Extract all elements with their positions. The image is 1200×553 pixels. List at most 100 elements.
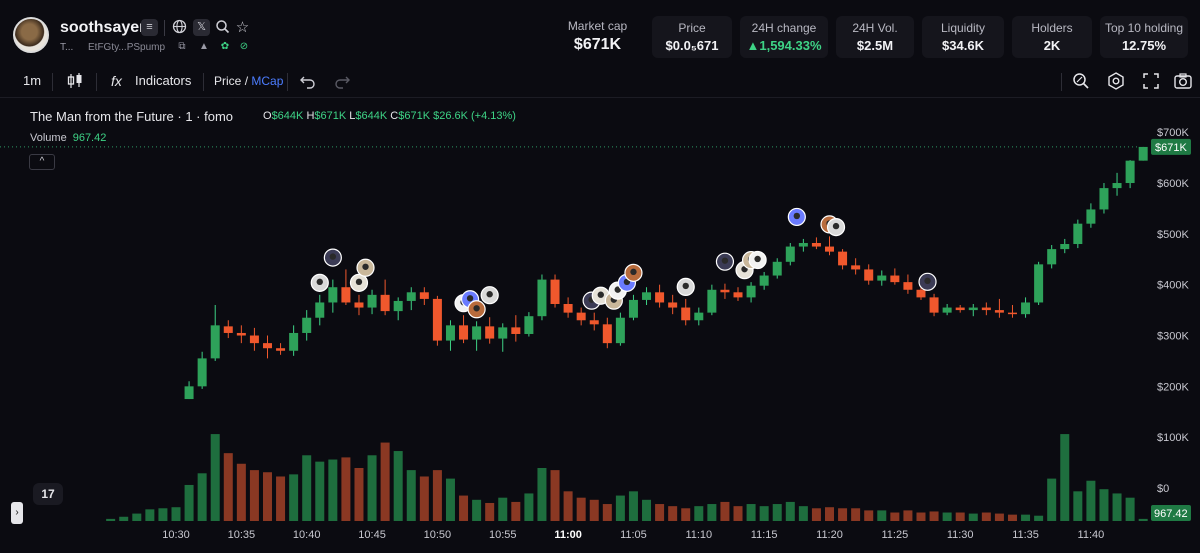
indicators-button[interactable]: Indicators	[135, 73, 192, 88]
ohlc-close-value: $671K	[398, 110, 431, 122]
copy-icon[interactable]: ⧉	[178, 41, 186, 52]
candle	[694, 312, 704, 321]
current-price-label: $671K	[1155, 142, 1187, 154]
volume-bar	[1099, 489, 1109, 521]
trade-marker-face	[329, 253, 337, 260]
candle	[864, 269, 874, 281]
toggle-slash: /	[244, 74, 249, 88]
volume-legend-label: Volume	[30, 132, 67, 144]
candle	[276, 348, 286, 351]
price-toggle-label[interactable]: Price	[214, 74, 242, 88]
volume-bar	[602, 504, 612, 521]
candle	[419, 292, 429, 299]
price-toggle[interactable]: Price / MCap	[214, 74, 283, 88]
user-icon[interactable]: ▲	[199, 41, 209, 52]
stat-24h-change-value: ▲1,594.33%	[746, 38, 822, 53]
candle	[1125, 160, 1135, 184]
trade-marker-face	[473, 305, 480, 312]
volume-bar	[406, 470, 416, 521]
stat-price: Price $0.0₅671	[652, 16, 732, 58]
volume-bar	[668, 506, 678, 521]
trade-marker	[467, 300, 486, 319]
candle	[890, 275, 900, 283]
stat-24h-volume-value: $2.5M	[856, 38, 894, 53]
menu-icon[interactable]: ≡	[141, 19, 158, 36]
chart-legend-title: The Man from the Future · 1 · fomo	[30, 109, 234, 124]
globe-icon[interactable]	[171, 19, 188, 36]
volume-bar	[262, 472, 272, 521]
volume-bar	[550, 470, 560, 521]
candle	[302, 317, 312, 333]
candle	[380, 294, 390, 312]
volume-bar	[1073, 491, 1083, 521]
trade-marker	[676, 277, 695, 297]
volume-bar	[1007, 514, 1017, 521]
side-panel-toggle[interactable]: ›	[11, 502, 23, 524]
ohlc-close-label: C	[390, 110, 399, 122]
token-avatar[interactable]	[13, 17, 49, 53]
trade-marker	[748, 250, 767, 270]
candles	[184, 146, 1148, 400]
trade-marker-face	[793, 212, 801, 220]
y-tick-label: $300K	[1157, 331, 1189, 343]
trade-markers	[310, 207, 937, 319]
candle	[445, 325, 455, 341]
volume-bar	[576, 497, 586, 521]
ohlc-open-label: O	[263, 110, 272, 122]
candles-icon[interactable]	[65, 71, 85, 91]
volume-bar	[733, 506, 743, 521]
volume-bar	[785, 501, 795, 521]
stat-liquidity-label: Liquidity	[940, 21, 986, 35]
tradingview-logo[interactable]: 17	[33, 483, 63, 505]
collapse-legend-button[interactable]: ^	[29, 154, 55, 170]
fullscreen-icon[interactable]	[1141, 71, 1161, 91]
redo-icon[interactable]	[332, 71, 352, 91]
interval-button[interactable]: 1m	[23, 73, 42, 88]
volume-bar	[393, 451, 403, 521]
volume-bar	[694, 506, 704, 521]
candle	[825, 246, 834, 252]
volume-bar	[1112, 493, 1122, 521]
candle	[354, 302, 364, 308]
settings-icon[interactable]	[1106, 71, 1126, 91]
volume-bar	[302, 455, 312, 521]
candle	[511, 327, 521, 334]
candle	[942, 307, 952, 313]
x-icon[interactable]: 𝕏	[193, 19, 210, 36]
ohlc-open-value: $644K	[271, 110, 304, 122]
candle	[798, 242, 808, 247]
trade-marker-face	[466, 295, 474, 302]
candle	[328, 287, 338, 303]
star-icon[interactable]: ☆	[235, 19, 250, 36]
mcap-toggle-label[interactable]: MCap	[251, 74, 284, 88]
undo-icon[interactable]	[298, 71, 318, 91]
link-icon[interactable]: ⊘	[239, 41, 249, 52]
candle	[720, 289, 730, 293]
search-icon[interactable]	[214, 19, 231, 36]
pill-icon[interactable]: ✿	[220, 41, 230, 52]
candle	[1073, 223, 1083, 245]
magnify-icon[interactable]	[1071, 71, 1091, 91]
camera-icon[interactable]	[1173, 71, 1193, 91]
ohlc-low-label: L	[349, 110, 356, 122]
volume-bar	[445, 478, 455, 521]
candle	[341, 287, 351, 303]
price-chart[interactable]: $700K $600K $500K $400K $300K $200K $100K $0 $67…	[0, 98, 1200, 553]
candle	[236, 332, 246, 336]
volume-bars	[106, 434, 1148, 521]
fx-icon[interactable]: fx	[111, 73, 122, 89]
y-tick-label: $600K	[1157, 178, 1189, 190]
toolbar-divider	[96, 73, 97, 91]
volume-bar	[968, 513, 978, 521]
candle	[576, 312, 586, 321]
candle	[249, 335, 259, 344]
volume-bar	[994, 513, 1004, 521]
candle	[393, 300, 403, 312]
token-address[interactable]: EtFGty...PSpump	[88, 42, 166, 53]
volume-bar	[615, 495, 625, 521]
candle	[1060, 244, 1070, 250]
ohlc-low-value: $644K	[355, 110, 388, 122]
candlestick-chart[interactable]: $700K $600K $500K $400K $300K $200K $100K $0 $67…	[0, 98, 1200, 553]
x-tick-label: 11:30	[947, 529, 974, 541]
volume-bar	[707, 504, 717, 521]
